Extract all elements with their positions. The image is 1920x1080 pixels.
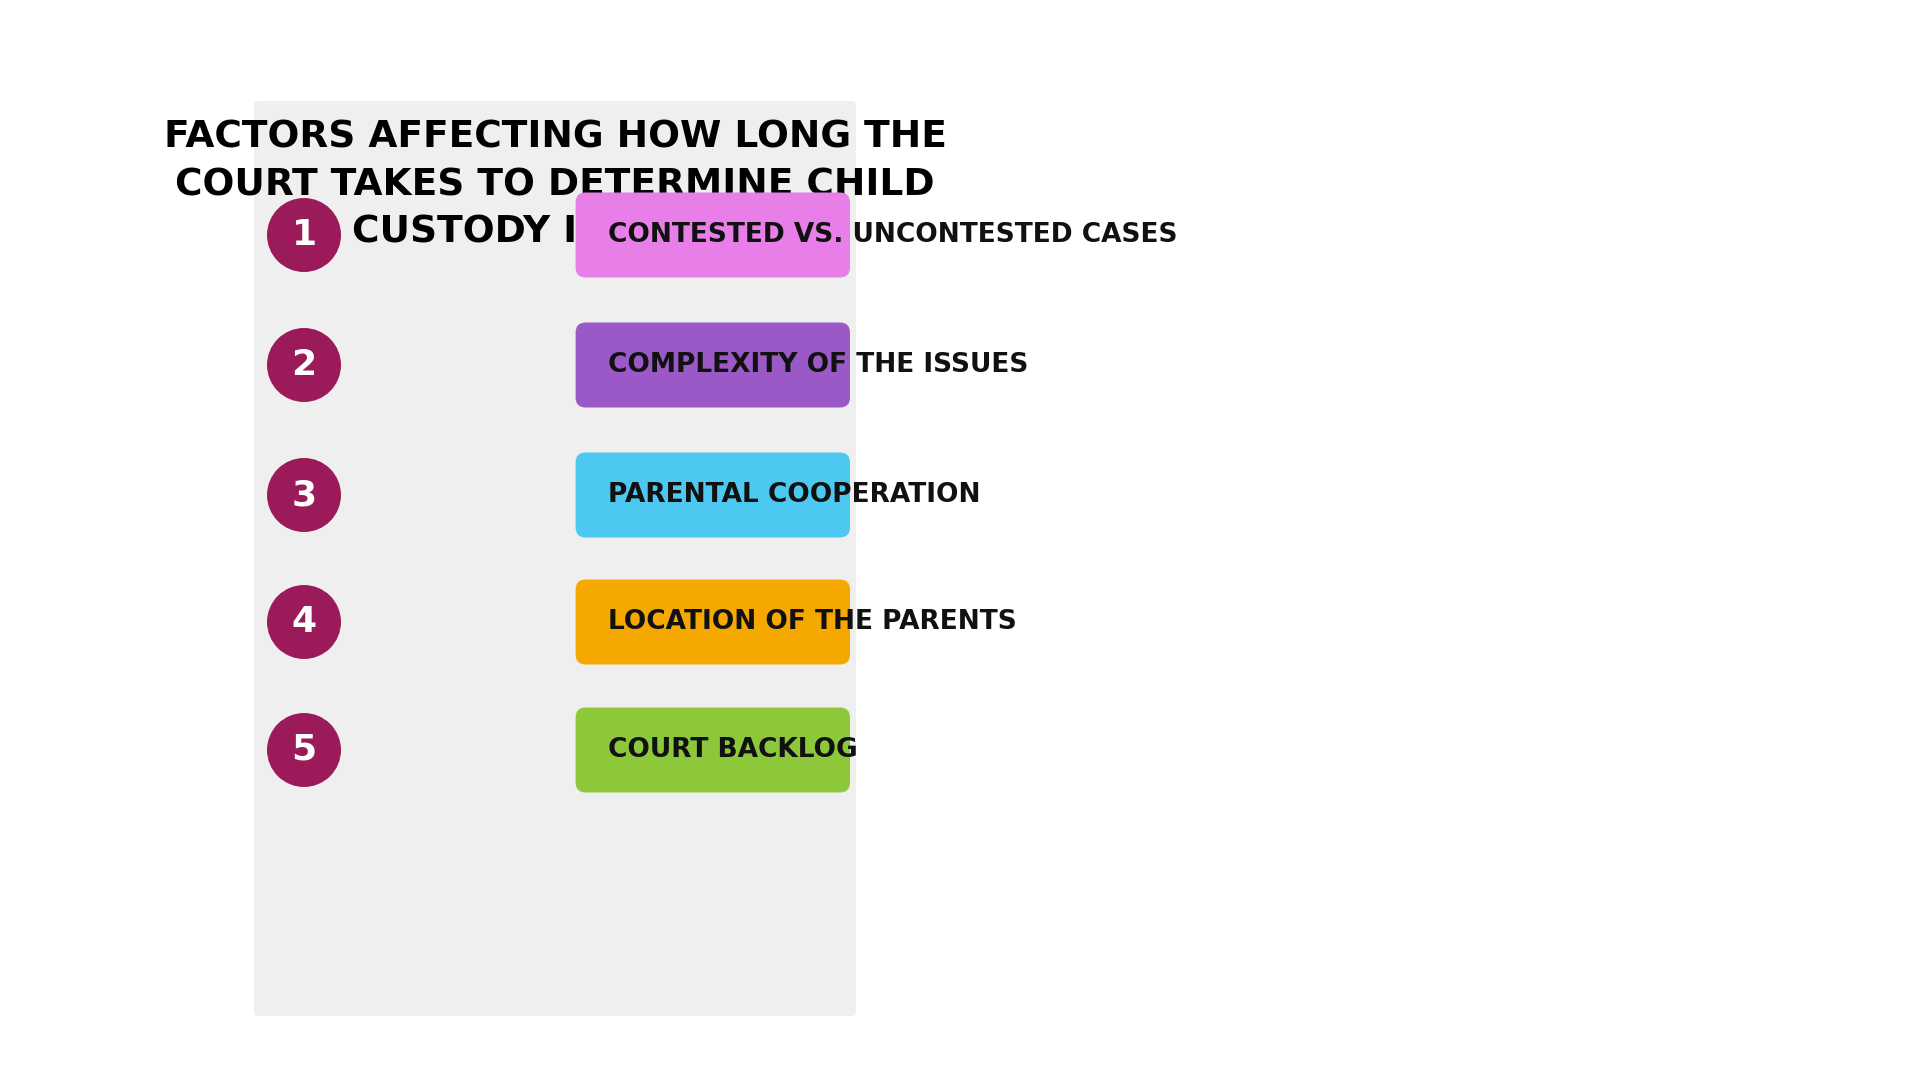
Text: FACTORS AFFECTING HOW LONG THE
COURT TAKES TO DETERMINE CHILD
CUSTODY IN TEXAS: FACTORS AFFECTING HOW LONG THE COURT TAK… [163, 120, 947, 251]
FancyBboxPatch shape [576, 192, 851, 278]
Text: COURT BACKLOG: COURT BACKLOG [607, 737, 858, 762]
FancyBboxPatch shape [576, 580, 851, 664]
Circle shape [267, 585, 342, 659]
Text: PARENTAL COOPERATION: PARENTAL COOPERATION [607, 482, 979, 508]
FancyBboxPatch shape [576, 707, 851, 793]
Text: LOCATION OF THE PARENTS: LOCATION OF THE PARENTS [607, 609, 1016, 635]
FancyBboxPatch shape [576, 323, 851, 407]
Text: COMPLEXITY OF THE ISSUES: COMPLEXITY OF THE ISSUES [607, 352, 1027, 378]
FancyBboxPatch shape [253, 102, 856, 1016]
Circle shape [267, 713, 342, 787]
FancyBboxPatch shape [576, 453, 851, 538]
Circle shape [267, 458, 342, 532]
Text: 3: 3 [292, 478, 317, 512]
Text: 5: 5 [292, 733, 317, 767]
Text: 4: 4 [292, 605, 317, 639]
Circle shape [267, 198, 342, 272]
Text: CONTESTED VS. UNCONTESTED CASES: CONTESTED VS. UNCONTESTED CASES [607, 222, 1177, 248]
Text: 1: 1 [292, 218, 317, 252]
Text: 2: 2 [292, 348, 317, 382]
Circle shape [267, 328, 342, 402]
